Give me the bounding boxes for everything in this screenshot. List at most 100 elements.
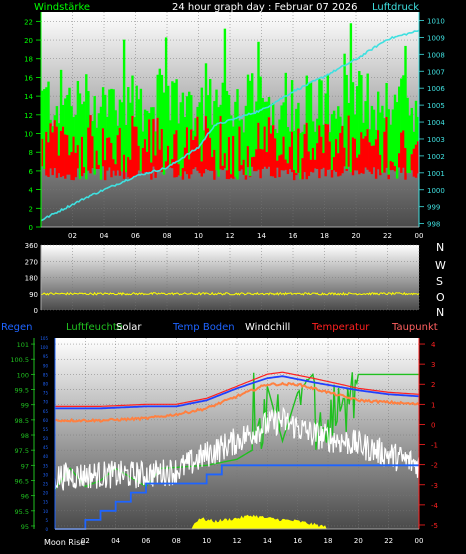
wind-gust-bar <box>74 114 77 153</box>
direction-tick-label: 90 <box>29 291 38 299</box>
wind-gust-bar <box>351 82 355 138</box>
wind-gust-bar <box>183 117 187 148</box>
wind-avg-bar <box>305 122 308 180</box>
wind-gust-bar <box>188 91 191 160</box>
wind-gust-bar <box>53 115 56 121</box>
wind-gust-bar <box>374 129 378 140</box>
wind-avg-bar <box>366 129 369 170</box>
wind-avg-bar <box>209 137 212 171</box>
rain-tick-label: 25 <box>43 482 49 487</box>
wind-avg-bar <box>53 120 56 169</box>
wind-gust-bar <box>68 87 71 156</box>
wind-avg-bar <box>326 124 329 170</box>
pressure-tick-label: 999 <box>427 204 440 212</box>
wind-avg-bar <box>244 175 248 180</box>
pressure-tick-label: 1002 <box>427 153 445 161</box>
wind-avg-bar <box>385 117 388 168</box>
wind-gust-bar <box>162 92 166 175</box>
wind-avg-bar <box>337 153 340 177</box>
wind-avg-bar <box>400 132 403 173</box>
wind-avg-bar <box>194 136 197 168</box>
temp-x-label: 04 <box>111 537 120 545</box>
wind-gust-bar <box>230 115 233 175</box>
wind-gust-bar <box>358 71 361 155</box>
humidity-tick-label: 99 <box>21 402 29 410</box>
wind-gust-bar <box>194 118 197 137</box>
wind-tick-label: 22 <box>24 18 33 26</box>
wind-gust-bar <box>141 131 145 148</box>
temp-tick-label: 4 <box>431 341 436 349</box>
wind-avg-bar <box>238 126 241 172</box>
wind-tick-label: 8 <box>29 149 33 157</box>
wind-gust-bar <box>347 102 350 116</box>
wind-gust-bar <box>244 105 248 176</box>
wind-gust-bar <box>47 81 50 143</box>
wind-gust-bar <box>215 89 218 171</box>
wind-avg-bar <box>133 126 136 177</box>
humidity-tick-label: 100 <box>17 371 29 379</box>
wind-gust-bar <box>148 113 151 120</box>
wind-avg-bar <box>377 130 380 170</box>
wind-x-label: 14 <box>257 232 266 240</box>
wind-gust-bar <box>49 119 52 124</box>
wind-avg-bar <box>68 155 71 175</box>
wind-avg-bar <box>181 168 185 180</box>
wind-gust-bar <box>204 63 208 117</box>
humidity-tick-label: 97.5 <box>15 447 29 455</box>
rain-tick-label: 105 <box>40 336 48 341</box>
wind-gust-bar <box>198 102 201 146</box>
humidity-tick-label: 98 <box>21 432 29 440</box>
wind-gust-bar <box>110 88 113 143</box>
wind-avg-bar <box>223 153 227 169</box>
temp-tick-label: 3 <box>431 361 435 369</box>
wind-avg-bar <box>263 126 266 167</box>
wind-gust-bar <box>181 92 185 169</box>
wind-gust-bar <box>139 88 143 172</box>
rain-tick-label: 10 <box>43 509 49 514</box>
wind-avg-bar <box>116 135 119 171</box>
wind-gust-bar <box>196 106 199 117</box>
wind-gust-bar <box>171 81 174 160</box>
wind-gust-bar <box>242 132 245 160</box>
wind-avg-bar <box>265 152 269 169</box>
bottom-legend: Regen Luftfeuchte Solar Temp Boden Windc… <box>1 322 438 333</box>
wind-gust-bar <box>387 109 390 175</box>
wind-gust-bar <box>251 73 254 158</box>
wind-avg-bar <box>286 163 290 175</box>
wind-gust-bar <box>309 81 313 160</box>
rain-tick-label: 75 <box>43 391 49 396</box>
wind-avg-bar <box>131 115 134 178</box>
temp-tick-label: 2 <box>431 381 435 389</box>
wind-gust-bar <box>328 132 332 142</box>
wind-avg-bar <box>143 139 147 173</box>
compass-n-top: N <box>436 241 444 254</box>
pressure-tick-label: 1001 <box>427 170 445 178</box>
wind-avg-bar <box>398 153 401 168</box>
wind-gust-bar <box>240 119 243 166</box>
wind-avg-bar <box>332 157 336 171</box>
wind-avg-bar <box>278 155 281 178</box>
wind-avg-bar <box>87 127 90 171</box>
wind-avg-bar <box>196 116 199 171</box>
wind-gust-bar <box>137 99 140 146</box>
wind-avg-bar <box>383 131 386 173</box>
temp-x-label: 10 <box>202 537 211 545</box>
wind-gust-bar <box>278 119 281 156</box>
wind-avg-bar <box>57 155 61 174</box>
compass-labels: N W S O N <box>435 241 446 319</box>
wind-avg-bar <box>372 145 376 168</box>
wind-avg-bar <box>322 153 325 168</box>
wind-avg-bar <box>347 115 350 167</box>
wind-avg-bar <box>360 132 363 173</box>
wind-avg-bar <box>324 123 327 177</box>
wind-gust-bar <box>120 102 124 172</box>
wind-tick-label: 16 <box>24 74 33 82</box>
windchill-line <box>54 406 420 491</box>
wind-avg-bar <box>251 157 254 167</box>
wind-avg-bar <box>198 145 201 174</box>
wind-avg-bar <box>335 139 338 172</box>
wind-avg-bar <box>301 158 304 180</box>
wind-gust-bar <box>383 118 386 132</box>
wind-gust-bar <box>116 125 119 136</box>
wind-gust-bar <box>209 79 212 138</box>
